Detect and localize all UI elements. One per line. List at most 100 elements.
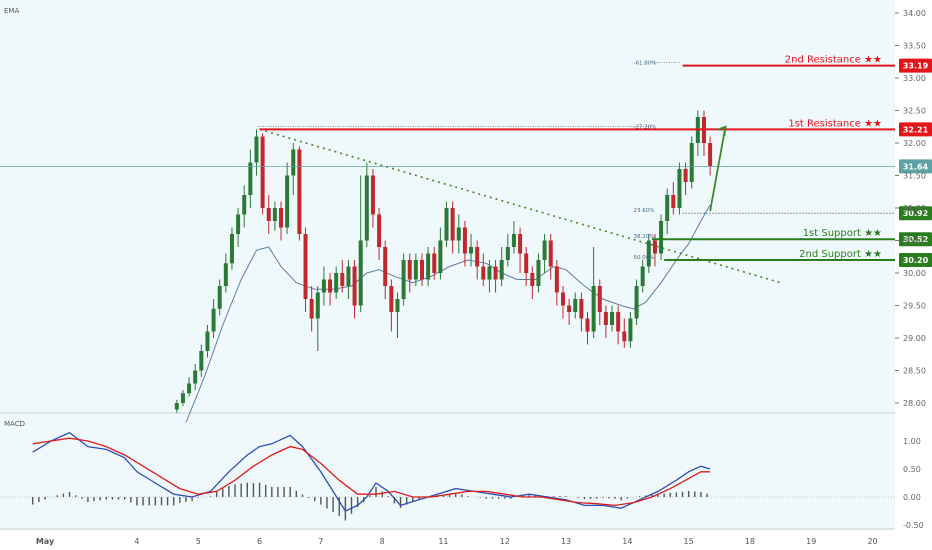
candle-down [328, 273, 333, 306]
time-tick-label: 15 [684, 537, 694, 546]
candle-up [364, 162, 369, 247]
candle-body [499, 260, 504, 280]
candle-up [315, 286, 320, 351]
candle-body [370, 175, 375, 215]
candle-body [389, 286, 394, 312]
candle-body [303, 234, 308, 299]
fib-label: -61.80% [633, 61, 656, 67]
candle-up [634, 279, 639, 325]
candle-body [272, 208, 277, 221]
candle-body [438, 240, 443, 273]
candle-body [187, 383, 192, 394]
candle-down [370, 169, 375, 228]
ema-line [185, 204, 711, 423]
candle-up [469, 234, 474, 267]
price-tick-label: 28.00 [903, 399, 926, 408]
candle-body [401, 260, 406, 299]
candle-body [377, 214, 382, 247]
candle-down [309, 286, 314, 332]
candle-up [174, 399, 179, 413]
fib-label: 23.60% [633, 208, 654, 214]
candle-body [211, 308, 216, 332]
price-tag-label: 30.52 [903, 235, 928, 244]
candle-body [554, 266, 559, 293]
candle-body [671, 195, 676, 208]
price-tick-label: 33.00 [903, 74, 926, 83]
candle-up [426, 247, 431, 286]
candle-body [340, 273, 345, 286]
candle-body [174, 403, 179, 410]
candle-body [346, 266, 351, 286]
price-tag [899, 159, 932, 174]
candle-body [652, 240, 657, 254]
projection-arrow-head [717, 125, 727, 136]
candle-up [499, 247, 504, 286]
candle-down [389, 279, 394, 332]
candle-body [493, 266, 498, 280]
candle-up [223, 253, 228, 293]
candle-down [419, 253, 424, 286]
candle-body [548, 240, 553, 267]
candle-body [579, 299, 584, 319]
price-tick-label: 30.00 [903, 269, 926, 278]
candle-body [622, 331, 627, 342]
candle-down [279, 201, 284, 241]
candle-body [315, 292, 320, 319]
time-tick-label: 8 [380, 537, 385, 546]
candle-body [505, 247, 510, 260]
candle-down [560, 286, 565, 319]
time-axis-background [0, 530, 932, 550]
candle-up [646, 234, 651, 273]
candle-body [462, 227, 467, 254]
price-tick-label: 34.00 [903, 9, 926, 18]
price-tag-label: 33.19 [903, 62, 929, 71]
fib-label: 50.00% [633, 255, 654, 261]
candle-up [401, 253, 406, 306]
time-tick-label: 5 [196, 537, 201, 546]
price-tag [899, 206, 932, 221]
candle-body [432, 253, 437, 273]
candle-up [187, 377, 192, 397]
price-tick-label: 29.50 [903, 302, 926, 311]
price-tick-label: 30.50 [903, 237, 926, 246]
candle-down [266, 195, 271, 234]
candle-up [487, 260, 492, 293]
candle-up [444, 201, 449, 247]
candle-body [279, 208, 284, 228]
candle-down [616, 305, 621, 345]
candle-up [395, 292, 400, 338]
candle-down [683, 162, 688, 195]
candle-up [677, 162, 682, 215]
price-tick-label: 29.00 [903, 334, 926, 343]
candle-body [260, 136, 265, 208]
level-name-label: 1st Resistance ★★ [788, 118, 882, 129]
price-tag-label: 32.21 [903, 125, 929, 134]
candle-body [450, 208, 455, 241]
candle-body [328, 279, 333, 293]
candle-down [603, 305, 608, 338]
candle-body [708, 143, 713, 167]
macd-layer [0, 431, 895, 521]
candle-body [199, 351, 204, 371]
candle-up [242, 185, 247, 228]
time-tick-label: 7 [318, 537, 323, 546]
price-tag [899, 253, 932, 267]
candle-body [217, 286, 222, 309]
candle-up [321, 266, 326, 306]
macd-tick-label: -0.50 [903, 521, 924, 530]
candle-up [217, 279, 222, 316]
candle-body [591, 286, 596, 332]
signal-line [32, 437, 711, 507]
candle-down [481, 253, 486, 286]
candle-up [180, 390, 185, 407]
candle-up [413, 253, 418, 286]
candle-body [266, 208, 271, 221]
candles-layer [174, 110, 713, 413]
time-tick-label: 14 [622, 537, 632, 546]
candle-body [469, 247, 474, 254]
candle-body [334, 273, 339, 293]
candle-up [505, 234, 510, 267]
price-tick-label: 32.00 [903, 139, 926, 148]
candle-down [383, 240, 388, 299]
candle-up [193, 364, 198, 390]
